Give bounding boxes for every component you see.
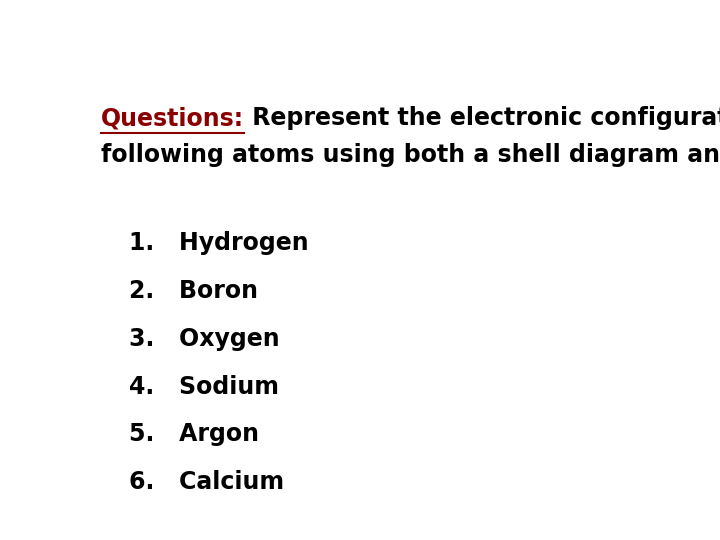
- Text: 6.   Calcium: 6. Calcium: [129, 470, 284, 494]
- Text: 5.   Argon: 5. Argon: [129, 422, 259, 447]
- Text: 3.   Oxygen: 3. Oxygen: [129, 327, 279, 351]
- Text: following atoms using both a shell diagram and writing:: following atoms using both a shell diagr…: [101, 143, 720, 167]
- Text: Questions:: Questions:: [101, 106, 244, 130]
- Text: 1.   Hydrogen: 1. Hydrogen: [129, 231, 309, 255]
- Text: 2.   Boron: 2. Boron: [129, 279, 258, 303]
- Text: 4.   Sodium: 4. Sodium: [129, 375, 279, 399]
- Text: Represent the electronic configuration of the: Represent the electronic configuration o…: [244, 106, 720, 130]
